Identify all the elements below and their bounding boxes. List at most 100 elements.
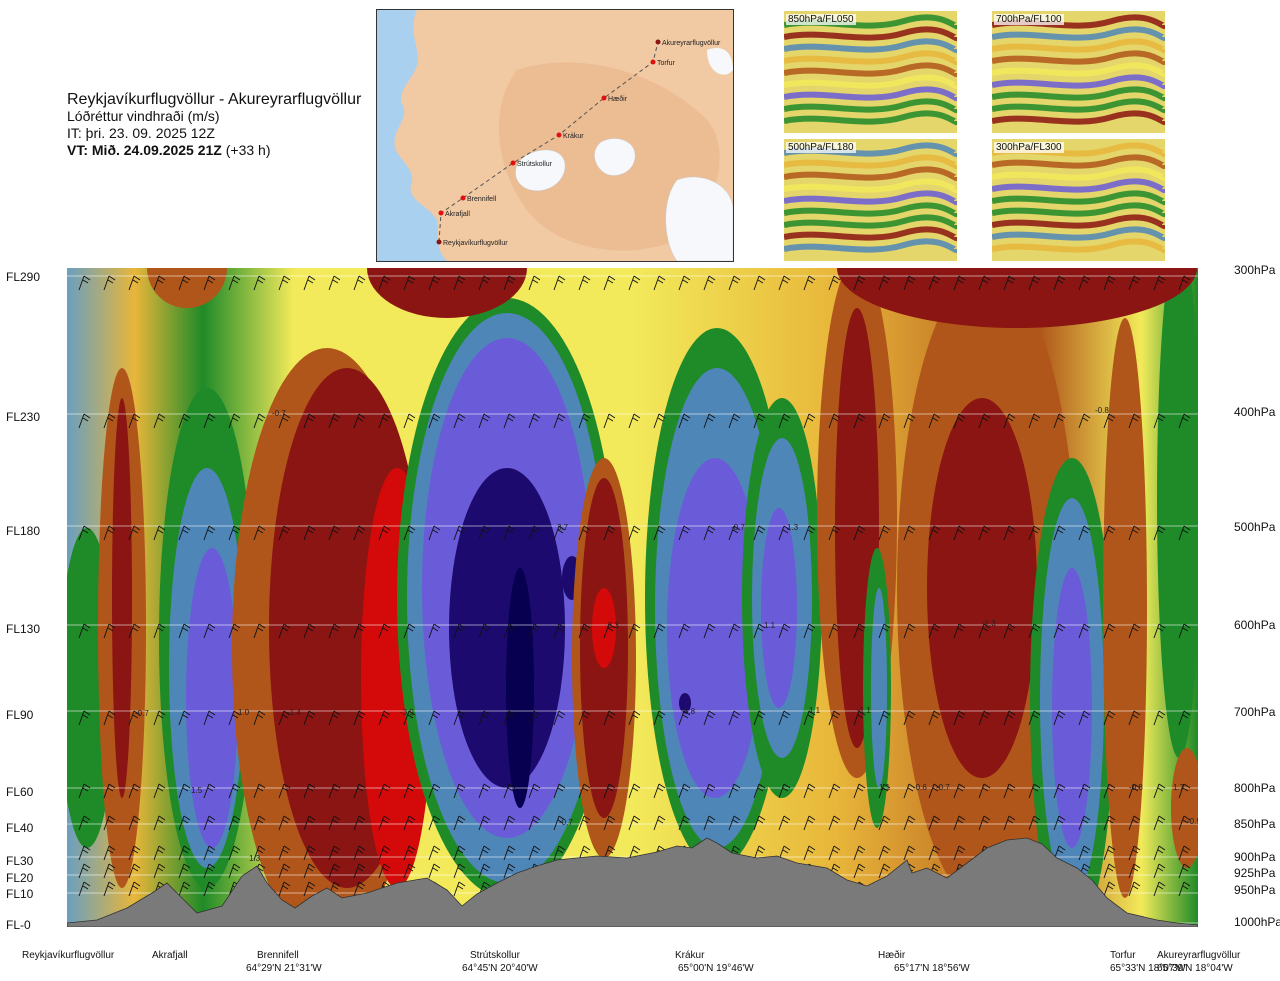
wind-barb [603, 413, 616, 429]
wind-barb [253, 275, 266, 291]
wind-barb [1128, 815, 1141, 831]
wind-barb [228, 845, 241, 861]
wind-barb [628, 275, 641, 291]
wind-barb [1178, 863, 1191, 879]
wind-barb [828, 845, 841, 861]
flight-level-label: FL130 [6, 622, 41, 636]
thumbnail-label: 500hPa/FL180 [786, 142, 856, 153]
wind-barb [353, 845, 366, 861]
wind-barb [278, 783, 291, 799]
wind-thumbnail[interactable]: 300hPa/FL300 [992, 139, 1165, 261]
velocity-contour [112, 398, 132, 798]
wind-barb [1128, 783, 1141, 799]
wind-barb [653, 623, 666, 639]
wind-thumbnail[interactable]: 850hPa/FL050 [784, 11, 957, 133]
contour-label: -0.5 [1187, 817, 1198, 826]
wind-barb [1053, 623, 1066, 639]
wind-barb [553, 623, 566, 639]
wind-barb [728, 815, 741, 831]
wind-barb [478, 863, 491, 879]
wind-barb [103, 525, 116, 541]
wind-barb [1153, 845, 1166, 861]
wind-barb [128, 783, 141, 799]
wind-barb [803, 845, 816, 861]
wind-barb [328, 623, 341, 639]
wind-barb [278, 413, 291, 429]
wind-barb [453, 275, 466, 291]
wind-barb [78, 623, 91, 639]
wind-barb [1178, 815, 1191, 831]
contour-label: 1.1 [809, 706, 821, 715]
wind-barb [278, 845, 291, 861]
wind-barb [653, 815, 666, 831]
wind-barb [228, 525, 241, 541]
route-map[interactable]: Akureyrarflugvöllur Torfur Hæðir Krákur Strú… [376, 9, 734, 262]
wind-barb [1103, 710, 1116, 726]
wind-barb [578, 275, 591, 291]
wind-barb [1128, 525, 1141, 541]
wind-barb [428, 413, 441, 429]
wind-barb [203, 413, 216, 429]
wind-barb [1078, 710, 1091, 726]
wind-barb [853, 783, 866, 799]
wind-barb [878, 815, 891, 831]
wind-barb [903, 710, 916, 726]
wind-barb [478, 623, 491, 639]
wind-barb [453, 525, 466, 541]
wind-barb [353, 525, 366, 541]
wind-thumbnail[interactable]: 700hPa/FL100 [992, 11, 1165, 133]
wind-barb [753, 710, 766, 726]
wind-barb [1103, 275, 1116, 291]
wind-barb [428, 783, 441, 799]
wind-barb [628, 815, 641, 831]
wind-barb [303, 863, 316, 879]
velocity-contour [927, 398, 1037, 778]
wind-barb [153, 863, 166, 879]
wind-barb [253, 845, 266, 861]
velocity-contour [1171, 748, 1203, 868]
wind-barb [228, 815, 241, 831]
route-line [438, 41, 659, 243]
wind-barb [103, 623, 116, 639]
wind-barb [78, 815, 91, 831]
wind-barb [153, 275, 166, 291]
contour-label: -0.6 [913, 783, 927, 792]
wind-barb [978, 815, 991, 831]
location-label: Torfur [1110, 950, 1136, 961]
wind-barb [878, 863, 891, 879]
wind-barb [453, 623, 466, 639]
wind-barb [978, 710, 991, 726]
wind-barb [353, 710, 366, 726]
map-glacier [707, 48, 733, 75]
wind-barb [878, 413, 891, 429]
wind-barb [178, 815, 191, 831]
wind-barb [178, 623, 191, 639]
wind-barb [178, 783, 191, 799]
title-block: Reykjavíkurflugvöllur - Akureyrarflugvöl… [67, 91, 361, 159]
wind-barb [628, 783, 641, 799]
wind-barb [728, 413, 741, 429]
wind-barb [1128, 845, 1141, 861]
wind-barb [903, 783, 916, 799]
wind-barb [128, 525, 141, 541]
wind-thumbnail[interactable]: 500hPa/FL180 [784, 139, 957, 261]
map-glacier [515, 149, 566, 192]
wind-barb [553, 845, 566, 861]
location-label: Akrafjall [152, 950, 188, 961]
contour-label: -0.7 [272, 409, 286, 418]
wind-barb [628, 623, 641, 639]
flight-level-label: FL10 [6, 887, 34, 901]
valid-time-offset: (+33 h) [225, 142, 271, 158]
wind-barb [528, 525, 541, 541]
wind-barb [378, 815, 391, 831]
wind-barb [1028, 783, 1041, 799]
wind-barb [903, 815, 916, 831]
wind-barb [353, 881, 366, 897]
wind-barb [503, 710, 516, 726]
wind-barb [178, 710, 191, 726]
wind-barb [453, 863, 466, 879]
wind-barb [953, 623, 966, 639]
contour-label: -1.4 [287, 708, 301, 717]
wind-barb [653, 525, 666, 541]
wind-barb [303, 623, 316, 639]
